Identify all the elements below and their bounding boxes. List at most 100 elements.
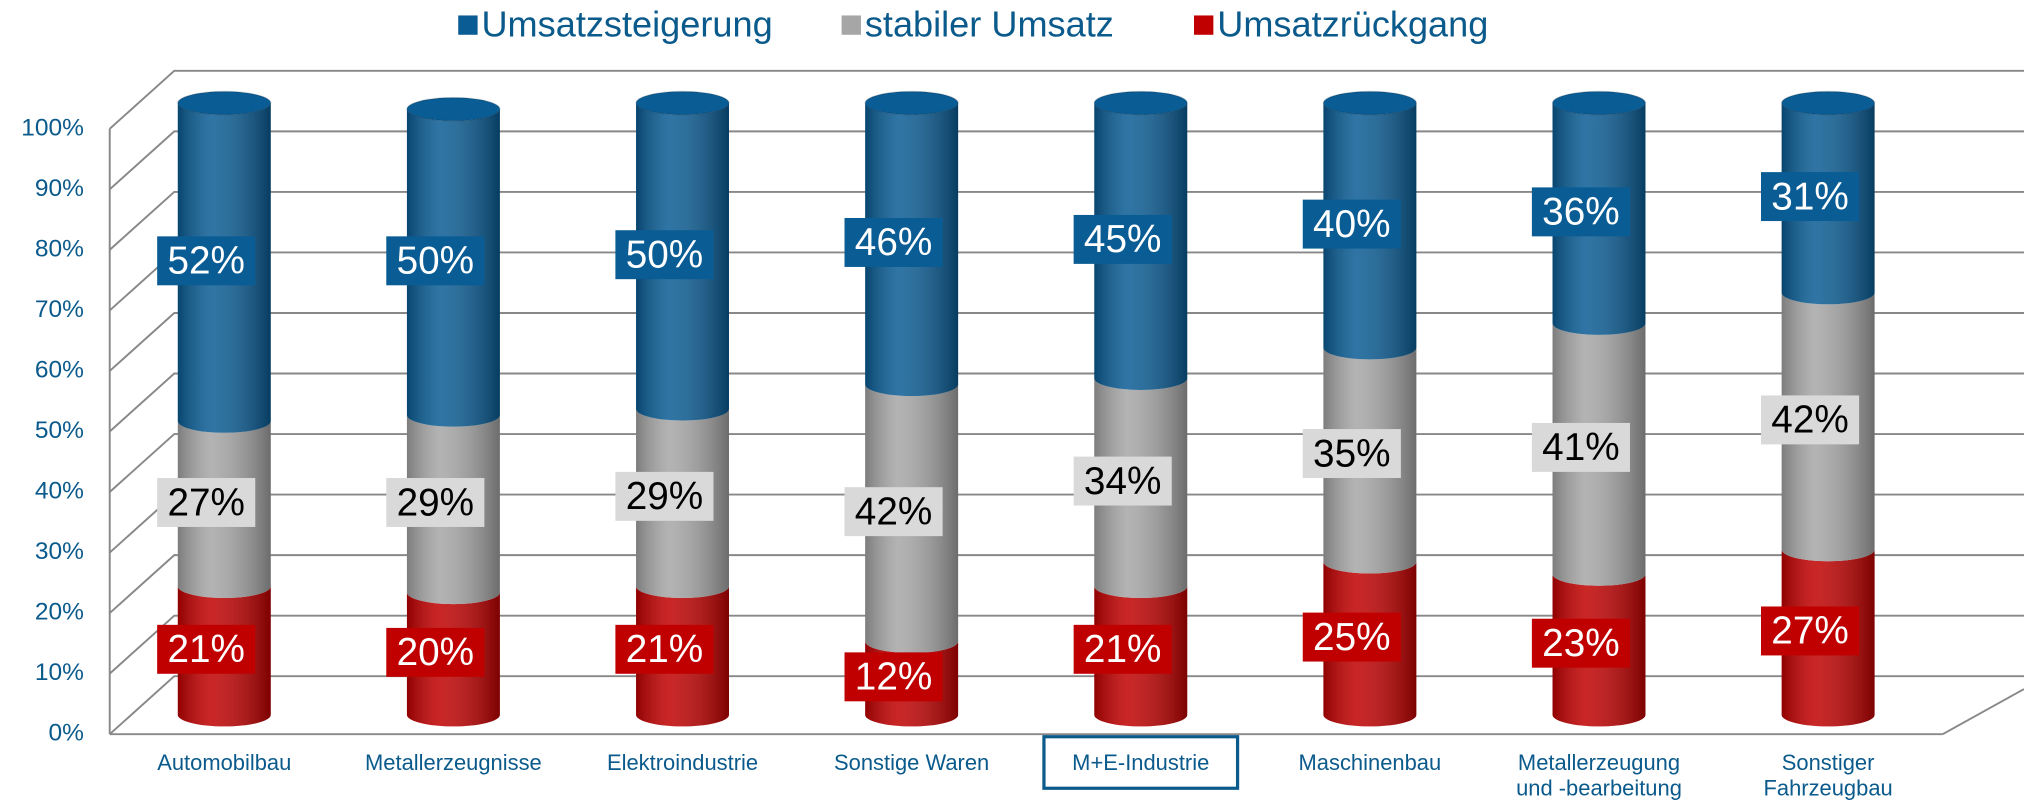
value-label-box bbox=[1302, 429, 1401, 479]
legend-label: stabiler Umsatz bbox=[865, 4, 1114, 45]
value-label: 21% bbox=[1084, 628, 1161, 671]
value-label-box bbox=[1760, 395, 1860, 445]
grid-line bbox=[109, 372, 2024, 433]
x-tick-line: Maschinenbau bbox=[1299, 750, 1442, 775]
value-label-box bbox=[1302, 199, 1401, 249]
highlight-box bbox=[1042, 735, 1240, 790]
value-label-box bbox=[157, 236, 256, 286]
value-label-box bbox=[1531, 422, 1630, 472]
value-label: 21% bbox=[626, 628, 703, 671]
x-tick-label: Metallerzeugnisse bbox=[365, 750, 542, 775]
value-label-box bbox=[1760, 172, 1860, 222]
legend-label: Umsatzsteigerung bbox=[481, 4, 772, 45]
x-tick-label: Metallerzeugung und -bearbeitung bbox=[1516, 750, 1682, 801]
y-tick-label: 90% bbox=[35, 175, 84, 202]
value-label-box bbox=[844, 217, 943, 267]
x-tick-line: Metallerzeugung bbox=[1518, 750, 1680, 775]
y-tick-label: 0% bbox=[48, 720, 83, 747]
bar-top bbox=[1093, 90, 1188, 116]
value-label-box bbox=[386, 236, 485, 286]
bar-top bbox=[406, 96, 501, 122]
value-label-box bbox=[1302, 612, 1401, 662]
value-label: 34% bbox=[1084, 460, 1161, 503]
y-tick-label: 10% bbox=[35, 659, 84, 686]
value-label: 41% bbox=[1542, 426, 1619, 469]
value-label: 50% bbox=[626, 234, 703, 277]
value-label-box bbox=[615, 624, 714, 674]
x-tick-label: Automobilbau bbox=[157, 750, 291, 775]
value-label: 31% bbox=[1771, 175, 1848, 218]
value-label: 20% bbox=[397, 631, 474, 674]
x-tick-line: Automobilbau bbox=[157, 750, 291, 775]
value-label-box bbox=[615, 230, 714, 280]
grid-line bbox=[109, 130, 2024, 191]
x-tick-line: M+E-Industrie bbox=[1072, 750, 1209, 775]
y-tick-label: 30% bbox=[35, 538, 84, 565]
value-label: 29% bbox=[626, 475, 703, 518]
y-tick-label: 20% bbox=[35, 599, 84, 626]
y-tick-label: 60% bbox=[35, 356, 84, 383]
value-label: 27% bbox=[1771, 610, 1848, 653]
value-label-box bbox=[844, 487, 943, 537]
value-label-box bbox=[157, 624, 256, 674]
value-label-box bbox=[1760, 606, 1860, 656]
value-label: 35% bbox=[1313, 432, 1390, 475]
value-label-box bbox=[386, 627, 485, 677]
value-label: 12% bbox=[855, 656, 932, 699]
value-label: 45% bbox=[1084, 218, 1161, 261]
value-label: 25% bbox=[1313, 616, 1390, 659]
x-tick-line: und -bearbeitung bbox=[1516, 775, 1682, 800]
grid-line bbox=[109, 675, 2024, 735]
value-label: 21% bbox=[167, 628, 244, 671]
y-tick-label: 50% bbox=[35, 417, 84, 444]
x-tick-line: Fahrzeugbau bbox=[1763, 775, 1892, 800]
grid-line bbox=[109, 69, 2024, 130]
value-label-box bbox=[157, 478, 256, 527]
y-tick-label: 70% bbox=[35, 296, 84, 323]
value-label-box bbox=[1531, 618, 1630, 668]
bar-top bbox=[177, 90, 272, 116]
value-label: 52% bbox=[167, 240, 244, 283]
value-label-box bbox=[386, 478, 485, 527]
legend-label: Umsatzrückgang bbox=[1217, 4, 1488, 45]
value-label: 46% bbox=[855, 221, 932, 264]
value-label: 40% bbox=[1313, 203, 1390, 246]
value-label: 23% bbox=[1542, 622, 1619, 665]
value-label-box bbox=[1073, 214, 1172, 264]
value-label-box bbox=[1073, 456, 1172, 506]
bar-top bbox=[1551, 90, 1647, 116]
value-label: 42% bbox=[1771, 399, 1848, 442]
x-tick-label: Maschinenbau bbox=[1299, 750, 1442, 775]
x-tick-line: Sonstiger bbox=[1782, 750, 1875, 775]
y-tick-label: 40% bbox=[35, 478, 84, 505]
legend-swatch bbox=[458, 15, 478, 35]
bar-top bbox=[1322, 90, 1417, 116]
x-tick-line: Sonstige Waren bbox=[834, 750, 989, 775]
x-tick-label: Sonstige Waren bbox=[834, 750, 989, 775]
value-label-box bbox=[615, 471, 714, 521]
y-tick-label: 80% bbox=[35, 235, 84, 262]
x-tick-label: Sonstiger Fahrzeugbau bbox=[1763, 750, 1892, 801]
value-label: 50% bbox=[397, 240, 474, 283]
axis-line bbox=[1942, 688, 2024, 736]
value-label-box bbox=[1531, 187, 1630, 237]
legend-swatch bbox=[841, 15, 861, 35]
value-label-box bbox=[1073, 624, 1172, 674]
x-tick-label: Elektroindustrie bbox=[607, 750, 758, 775]
value-label: 29% bbox=[397, 481, 474, 524]
value-label: 36% bbox=[1542, 191, 1619, 234]
x-tick-line: Metallerzeugnisse bbox=[365, 750, 542, 775]
bar-top bbox=[864, 90, 959, 116]
bar-top bbox=[1781, 90, 1876, 116]
bar-top bbox=[635, 90, 730, 116]
x-tick-label: M+E-Industrie bbox=[1072, 750, 1209, 775]
legend-swatch bbox=[1194, 15, 1214, 35]
value-label-box bbox=[844, 652, 943, 702]
grid-line bbox=[109, 554, 2024, 614]
x-tick-line: Elektroindustrie bbox=[607, 750, 758, 775]
y-tick-label: 100% bbox=[21, 114, 84, 141]
value-label: 27% bbox=[167, 481, 244, 524]
value-label: 42% bbox=[855, 490, 932, 533]
grid-line bbox=[109, 312, 2024, 372]
